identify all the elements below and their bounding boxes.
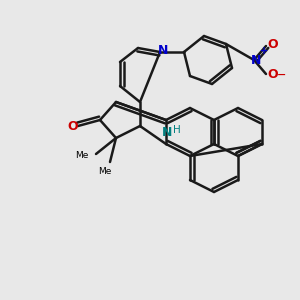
Text: O: O (268, 68, 278, 82)
Text: O: O (268, 38, 278, 52)
Text: O: O (68, 119, 78, 133)
Text: −: − (277, 70, 287, 80)
Text: Me: Me (75, 152, 88, 160)
Text: +: + (260, 46, 268, 56)
Text: Me: Me (98, 167, 112, 176)
Text: N: N (158, 44, 168, 56)
Text: N: N (251, 53, 261, 67)
Text: N: N (162, 127, 172, 140)
Text: H: H (173, 125, 181, 135)
